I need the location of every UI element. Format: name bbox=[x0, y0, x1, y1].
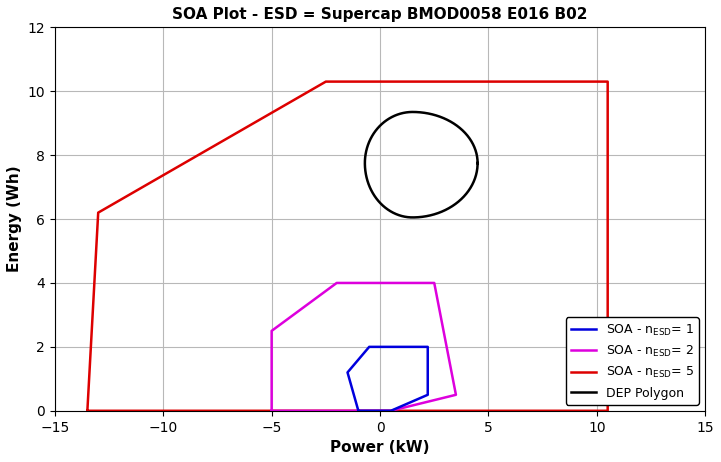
Y-axis label: Energy (Wh): Energy (Wh) bbox=[7, 166, 22, 272]
Title: SOA Plot - ESD = Supercap BMOD0058 E016 B02: SOA Plot - ESD = Supercap BMOD0058 E016 … bbox=[172, 7, 588, 22]
Legend: SOA - n$_{\mathregular{ESD}}$= 1, SOA - n$_{\mathregular{ESD}}$= 2, SOA - n$_{\m: SOA - n$_{\mathregular{ESD}}$= 1, SOA - … bbox=[566, 317, 699, 405]
X-axis label: Power (kW): Power (kW) bbox=[330, 440, 430, 455]
